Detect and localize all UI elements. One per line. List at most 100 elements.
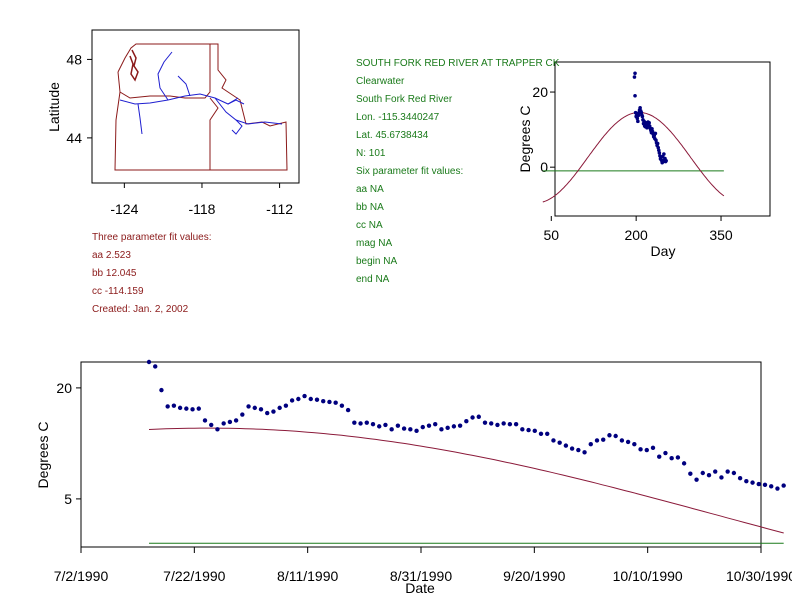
season-x-tick-label: 50 [544,227,560,243]
site-basin: Clearwater [356,76,405,87]
season-data-point [632,75,637,79]
timeseries-data-point [283,403,289,408]
timeseries-data-point [476,414,481,419]
six-param-cc: cc NA [356,220,383,231]
timeseries-data-point [650,445,656,451]
state-border-washington [117,43,211,99]
timeseries-data-point [364,420,369,425]
timeseries-data-point [401,426,407,431]
timeseries-data-point [706,473,712,478]
timeseries-data-point [308,396,313,402]
timeseries-data-point [769,484,774,489]
season-data-point [653,131,658,136]
season-fit-curve [542,112,725,203]
six-param-bb: bb NA [356,202,384,213]
timeseries-data-point [177,405,183,411]
map-frame [91,29,300,184]
timeseries-data-point [725,469,730,474]
columbia-river [119,93,239,105]
season-x-label: Day [651,243,676,259]
timeseries-data-point [265,410,270,416]
season-data-point [655,141,660,146]
timeseries-fit-curve [148,427,784,534]
timeseries-data-point [507,421,513,427]
timeseries-y-label: Degrees C [35,422,51,489]
timeseries-data-point [370,421,376,427]
three-param-header: Three parameter fit values: [92,232,212,243]
timeseries-x-tick-label: 8/11/1990 [277,568,338,584]
site-info-block: SOUTH FORK RED RIVER AT TRAPPER CK Clear… [356,55,559,289]
columbia-upper-river [157,51,173,101]
timeseries-x-tick-label: 7/22/1990 [163,568,225,584]
timeseries-data-point [657,454,662,459]
timeseries-data-point [545,431,550,436]
season-data-point [662,152,666,156]
six-param-header: Six parameter fit values: [356,166,464,177]
season-data-point [633,94,637,98]
site-stream: South Fork Red River [356,94,453,105]
timeseries-data-point [713,469,718,474]
timeseries-x-tick-label: 8/31/1990 [390,568,452,584]
timeseries-data-point [501,421,506,426]
six-param-aa: aa NA [356,184,384,195]
timeseries-data-point [383,422,388,428]
timeseries-data-point [681,461,687,466]
timeseries-data-point [196,406,201,411]
timeseries-data-point [607,433,612,438]
timeseries-data-point [495,422,500,428]
timeseries-data-point [233,418,239,423]
timeseries-data-point [588,441,593,447]
timeseries-data-point [171,403,177,408]
season-x-tick-label: 350 [709,227,733,243]
salmon-river [231,119,243,135]
season-y-label: Degrees C [517,106,533,173]
three-param-bb: bb 12.045 [92,268,137,279]
season-data-point [664,158,668,163]
willamette-river [137,103,143,135]
timeseries-data-point [625,439,631,445]
timeseries-data-point [252,405,257,411]
created-date: Created: Jan. 2, 2002 [92,304,189,315]
map-geography [114,43,288,171]
timeseries-data-point [470,415,475,420]
timeseries-data-point [513,421,519,427]
timeseries-data-point [719,475,724,480]
timeseries-data-point [240,412,245,417]
map-y-tick-label: 48 [66,51,82,67]
timeseries-data-point [426,423,432,428]
six-param-end: end NA [356,274,390,285]
timeseries-data-point [464,419,469,424]
timeseries-data-point [439,427,444,432]
three-param-cc: cc -114.159 [92,286,144,297]
timeseries-x-tick-label: 7/2/1990 [54,568,109,584]
timeseries-data-point [302,393,307,399]
timeseries-data-point [395,423,401,428]
timeseries-data-point [296,396,301,402]
timeseries-data-point [246,404,251,409]
season-y-tick-label: 20 [532,84,548,100]
map-x-tick-label: -112 [266,201,293,217]
timeseries-data-point [184,406,189,411]
timeseries-data-point [613,433,618,439]
timeseries-data-point [737,475,743,481]
timeseries-data-point [358,421,363,426]
timeseries-data-point [700,470,705,476]
timeseries-data-point [520,427,525,432]
timeseries-data-point [762,482,768,488]
season-x-tick-label: 200 [624,227,648,243]
timeseries-data-point [775,486,780,491]
timeseries-data-point [165,404,170,409]
six-param-begin: begin NA [356,256,398,267]
timeseries-data-point [221,421,226,426]
season-data-point [638,106,642,110]
timeseries-data-point [694,477,699,482]
timeseries-data-point [202,418,208,423]
timeseries-data-point [538,431,544,436]
timeseries-data-point [377,424,382,429]
timeseries-data-point [551,438,556,443]
timeseries-data-point [271,409,276,414]
timeseries-data-point [731,470,737,476]
site-lon: Lon. -115.3440247 [356,112,440,123]
season-y-tick-label: 0 [540,159,548,175]
